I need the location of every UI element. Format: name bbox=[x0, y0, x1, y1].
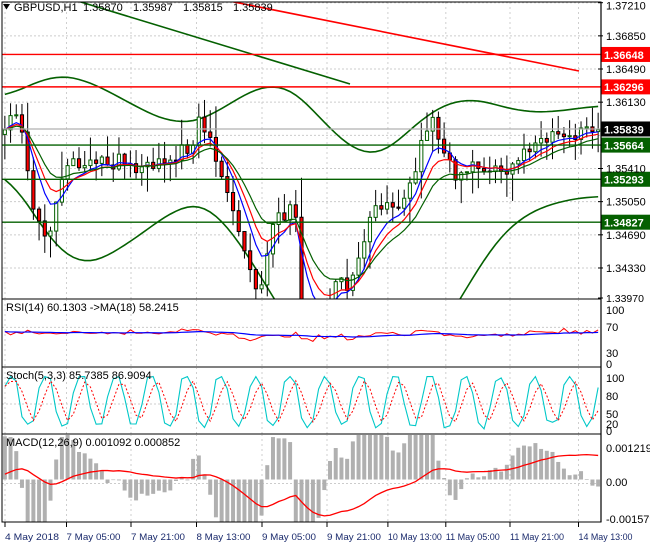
svg-text:1.34330: 1.34330 bbox=[606, 263, 646, 275]
svg-text:1.35870: 1.35870 bbox=[83, 2, 123, 14]
svg-text:1.36490: 1.36490 bbox=[606, 64, 646, 76]
svg-text:1.34827: 1.34827 bbox=[604, 218, 644, 230]
svg-text:4 May 2018: 4 May 2018 bbox=[5, 532, 59, 542]
svg-text:70: 70 bbox=[606, 322, 618, 334]
svg-text:RSI(14) 60.1303 ->MA(18) 58.2: RSI(14) 60.1303 ->MA(18) 58.2415 bbox=[6, 302, 179, 314]
svg-text:9 May 05:00: 9 May 05:00 bbox=[262, 532, 316, 542]
svg-text:1.36850: 1.36850 bbox=[606, 31, 646, 43]
svg-text:10 May 13:00: 10 May 13:00 bbox=[388, 532, 442, 542]
svg-text:1.35664: 1.35664 bbox=[604, 140, 645, 152]
svg-text:7 May 05:00: 7 May 05:00 bbox=[67, 532, 121, 542]
svg-text:100: 100 bbox=[606, 373, 624, 385]
svg-text:1.35410: 1.35410 bbox=[606, 163, 646, 175]
svg-text:1.34690: 1.34690 bbox=[606, 230, 646, 242]
svg-text:80: 80 bbox=[606, 391, 618, 403]
svg-text:1.35987: 1.35987 bbox=[133, 2, 173, 14]
svg-text:11 May 21:00: 11 May 21:00 bbox=[510, 532, 564, 542]
svg-text:7 May 21:00: 7 May 21:00 bbox=[131, 532, 185, 542]
svg-text:0.001219: 0.001219 bbox=[606, 443, 650, 455]
svg-text:1.37210: 1.37210 bbox=[606, 1, 646, 13]
svg-text:0: 0 bbox=[606, 426, 612, 438]
svg-text:14 May 13:00: 14 May 13:00 bbox=[579, 532, 633, 542]
svg-text:1.36648: 1.36648 bbox=[604, 50, 644, 62]
svg-text:1.35839: 1.35839 bbox=[233, 2, 273, 14]
svg-text:1.36296: 1.36296 bbox=[604, 82, 644, 94]
svg-text:-0.001579: -0.001579 bbox=[606, 514, 650, 526]
svg-text:MACD(12,26,9) 0.001092 0.0008: MACD(12,26,9) 0.001092 0.000852 bbox=[6, 437, 180, 449]
svg-text:1.35815: 1.35815 bbox=[183, 2, 223, 14]
svg-text:1.35839: 1.35839 bbox=[604, 124, 644, 136]
svg-text:0.00: 0.00 bbox=[606, 477, 627, 489]
svg-text:8 May 13:00: 8 May 13:00 bbox=[197, 532, 251, 542]
svg-text:11 May 05:00: 11 May 05:00 bbox=[446, 532, 500, 542]
svg-text:9 May 21:00: 9 May 21:00 bbox=[327, 532, 381, 542]
svg-text:100: 100 bbox=[606, 305, 624, 317]
svg-text:1.35050: 1.35050 bbox=[606, 197, 646, 209]
svg-text:Stoch(5,3,3) 85.7385 86.9094: Stoch(5,3,3) 85.7385 86.9094 bbox=[6, 370, 152, 382]
svg-text:GBPUSD,H1: GBPUSD,H1 bbox=[14, 2, 78, 14]
svg-text:1.36130: 1.36130 bbox=[606, 97, 646, 109]
svg-text:1.35293: 1.35293 bbox=[604, 175, 644, 187]
svg-text:0: 0 bbox=[606, 359, 612, 371]
svg-text:1.33970: 1.33970 bbox=[606, 293, 644, 305]
